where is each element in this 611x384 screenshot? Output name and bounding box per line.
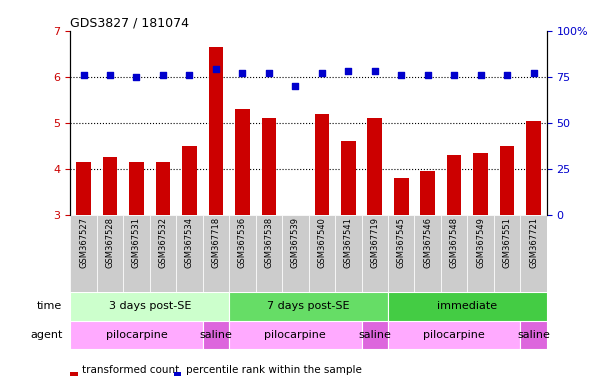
Bar (282, 215, 309, 292)
Text: GSM367534: GSM367534 (185, 217, 194, 268)
Bar (203, 215, 229, 292)
Bar (229, 215, 255, 292)
Point (290, 83, 300, 89)
Bar (388, 292, 547, 321)
Point (158, 72, 168, 78)
Text: transformed count: transformed count (82, 365, 180, 375)
Text: GSM367719: GSM367719 (370, 217, 379, 268)
Bar (467, 215, 494, 292)
Bar (208, 47, 223, 215)
Bar (335, 215, 362, 292)
Text: GDS3827 / 181074: GDS3827 / 181074 (70, 17, 189, 30)
Text: saline: saline (517, 330, 550, 340)
Point (343, 68, 353, 74)
Text: GSM367531: GSM367531 (132, 217, 141, 268)
Text: percentile rank within the sample: percentile rank within the sample (186, 365, 362, 375)
Text: 7 days post-SE: 7 days post-SE (267, 301, 350, 311)
Point (449, 72, 459, 78)
Text: immediate: immediate (437, 301, 497, 311)
Point (397, 72, 406, 78)
Bar (414, 215, 441, 292)
Point (131, 74, 141, 80)
Bar (129, 162, 144, 215)
Point (476, 72, 486, 78)
Text: GSM367532: GSM367532 (158, 217, 167, 268)
Text: time: time (37, 301, 62, 311)
Bar (388, 215, 414, 292)
Text: GSM367548: GSM367548 (450, 217, 459, 268)
Bar (229, 321, 362, 349)
Text: 3 days post-SE: 3 days post-SE (109, 301, 191, 311)
Bar (309, 215, 335, 292)
Text: GSM367528: GSM367528 (106, 217, 114, 268)
Bar (70, 321, 203, 349)
Bar (362, 321, 388, 349)
Bar (526, 121, 541, 215)
Bar (447, 155, 461, 215)
Bar (388, 321, 521, 349)
Text: GSM367549: GSM367549 (476, 217, 485, 268)
Bar (420, 171, 435, 215)
Bar (182, 146, 197, 215)
Bar (176, 215, 203, 292)
Point (79, 72, 89, 78)
Bar (441, 215, 467, 292)
Bar (156, 162, 170, 215)
Bar (362, 215, 388, 292)
Bar (262, 118, 276, 215)
Text: GSM367527: GSM367527 (79, 217, 88, 268)
Text: saline: saline (199, 330, 232, 340)
Bar (500, 146, 514, 215)
Text: GSM367545: GSM367545 (397, 217, 406, 268)
Text: GSM367551: GSM367551 (503, 217, 511, 268)
Bar (70, 215, 97, 292)
Text: GSM367546: GSM367546 (423, 217, 432, 268)
Bar (123, 215, 150, 292)
Bar (150, 215, 176, 292)
Bar (521, 321, 547, 349)
Bar (229, 292, 388, 321)
Bar (341, 141, 356, 215)
Bar (103, 157, 117, 215)
Text: GSM367539: GSM367539 (291, 217, 300, 268)
Bar (521, 215, 547, 292)
Bar (394, 178, 409, 215)
Point (423, 72, 433, 78)
Text: pilocarpine: pilocarpine (106, 330, 167, 340)
Bar (494, 215, 521, 292)
Bar (474, 153, 488, 215)
Text: saline: saline (358, 330, 391, 340)
Bar (235, 109, 250, 215)
Point (211, 66, 221, 73)
Bar (70, 292, 229, 321)
Text: GSM367721: GSM367721 (529, 217, 538, 268)
Bar (315, 114, 329, 215)
Point (317, 70, 327, 76)
Bar (203, 321, 229, 349)
Point (264, 70, 274, 76)
Text: GSM367541: GSM367541 (344, 217, 353, 268)
Point (185, 72, 194, 78)
Point (529, 70, 538, 76)
Text: GSM367536: GSM367536 (238, 217, 247, 268)
Bar (76, 162, 91, 215)
Bar (97, 215, 123, 292)
Point (370, 68, 379, 74)
Text: pilocarpine: pilocarpine (423, 330, 485, 340)
Point (105, 72, 115, 78)
Text: agent: agent (30, 330, 62, 340)
Bar (367, 118, 382, 215)
Text: GSM367538: GSM367538 (265, 217, 273, 268)
Point (238, 70, 247, 76)
Point (502, 72, 512, 78)
Bar (255, 215, 282, 292)
Text: GSM367540: GSM367540 (317, 217, 326, 268)
Text: GSM367718: GSM367718 (211, 217, 221, 268)
Text: pilocarpine: pilocarpine (265, 330, 326, 340)
